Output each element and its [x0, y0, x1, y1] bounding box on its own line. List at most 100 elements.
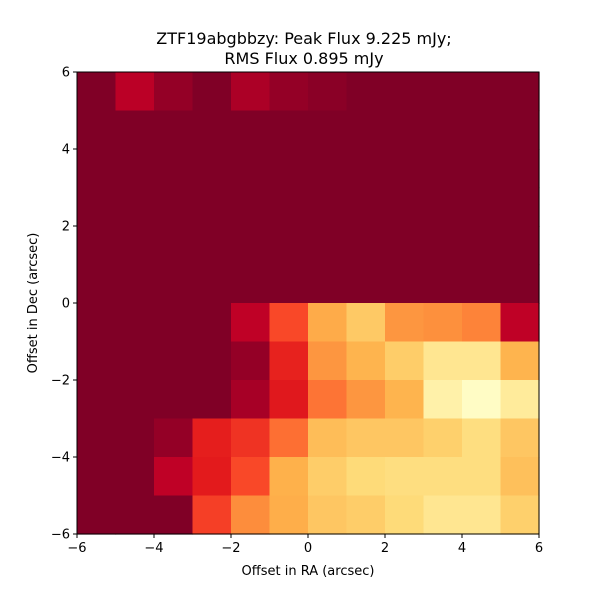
- heatmap-cell: [115, 341, 155, 381]
- heatmap-cell: [385, 110, 425, 150]
- heatmap-cell: [346, 72, 386, 112]
- heatmap-cell: [231, 264, 271, 304]
- heatmap-cell: [77, 495, 117, 535]
- heatmap-cell: [77, 418, 117, 458]
- heatmap-cell: [500, 495, 540, 535]
- heatmap-cell: [269, 457, 309, 497]
- heatmap-cell: [346, 149, 386, 189]
- heatmap-cell: [192, 264, 232, 304]
- heatmap-cell: [346, 226, 386, 266]
- heatmap-cell: [346, 187, 386, 227]
- heatmap-cell: [77, 264, 117, 304]
- heatmap-cell: [462, 495, 502, 535]
- heatmap-cell: [423, 495, 463, 535]
- heatmap-cell: [462, 457, 502, 497]
- heatmap-cell: [115, 149, 155, 189]
- heatmap-cell: [154, 110, 194, 150]
- x-tick-label: 6: [535, 541, 543, 556]
- heatmap-cell: [423, 149, 463, 189]
- heatmap-cell: [500, 110, 540, 150]
- heatmap-cell: [115, 110, 155, 150]
- heatmap-cell: [423, 226, 463, 266]
- heatmap-cell: [77, 380, 117, 420]
- heatmap-cell: [115, 457, 155, 497]
- heatmap-cell: [500, 303, 540, 343]
- heatmap-cell: [423, 457, 463, 497]
- heatmap-cell: [462, 110, 502, 150]
- heatmap-cell: [346, 418, 386, 458]
- heatmap-cell: [192, 457, 232, 497]
- heatmap-cell: [231, 457, 271, 497]
- heatmap-cell: [462, 418, 502, 458]
- heatmap-cell: [500, 226, 540, 266]
- heatmap-cell: [115, 418, 155, 458]
- heatmap-cell: [423, 418, 463, 458]
- heatmap-cell: [308, 303, 348, 343]
- heatmap-cell: [500, 457, 540, 497]
- x-tick-label: 0: [304, 541, 312, 556]
- x-tick-label: 4: [458, 541, 466, 556]
- heatmap-cell: [115, 264, 155, 304]
- heatmap-cell: [77, 226, 117, 266]
- heatmap-cell: [154, 341, 194, 381]
- heatmap-cell: [269, 72, 309, 112]
- heatmap-cell: [231, 380, 271, 420]
- heatmap-cell: [308, 72, 348, 112]
- y-tick-label: 4: [62, 143, 70, 158]
- heatmap-cell: [77, 303, 117, 343]
- heatmap-cell: [423, 380, 463, 420]
- heatmap-cell: [231, 72, 271, 112]
- heatmap-cell: [308, 457, 348, 497]
- heatmap-cell: [115, 72, 155, 112]
- heatmap-cell: [231, 187, 271, 227]
- y-tick-label: 2: [62, 220, 70, 235]
- heatmap-cell: [385, 264, 425, 304]
- y-tick-label: −4: [51, 451, 70, 466]
- heatmap-cell: [308, 226, 348, 266]
- heatmap-cell: [385, 495, 425, 535]
- heatmap-cell: [231, 226, 271, 266]
- heatmap-cell: [269, 226, 309, 266]
- heatmap-cell: [192, 380, 232, 420]
- heatmap-cell: [462, 341, 502, 381]
- x-tick-label: −2: [221, 541, 240, 556]
- heatmap-cell: [423, 187, 463, 227]
- heatmap-cell: [385, 72, 425, 112]
- heatmap-cell: [423, 110, 463, 150]
- heatmap-cell: [385, 226, 425, 266]
- heatmap-cell: [269, 303, 309, 343]
- heatmap-cell: [346, 495, 386, 535]
- heatmap-cell: [192, 149, 232, 189]
- heatmap-cell: [192, 303, 232, 343]
- heatmap-cell: [346, 264, 386, 304]
- heatmap-cell: [308, 149, 348, 189]
- heatmap-cell: [269, 264, 309, 304]
- heatmap-cell: [500, 187, 540, 227]
- heatmap-cell: [269, 380, 309, 420]
- heatmap-cells: [77, 72, 540, 535]
- heatmap-cell: [308, 187, 348, 227]
- heatmap-cell: [231, 110, 271, 150]
- y-axis-ticks: −6 −4 −2 0 2 4 6: [51, 66, 77, 543]
- heatmap-cell: [192, 418, 232, 458]
- heatmap-cell: [385, 418, 425, 458]
- heatmap-cell: [154, 72, 194, 112]
- heatmap-cell: [423, 72, 463, 112]
- heatmap-cell: [231, 341, 271, 381]
- heatmap-cell: [500, 72, 540, 112]
- heatmap-cell: [115, 226, 155, 266]
- heatmap-cell: [462, 226, 502, 266]
- heatmap-cell: [308, 418, 348, 458]
- heatmap-cell: [154, 457, 194, 497]
- heatmap-cell: [231, 149, 271, 189]
- heatmap-cell: [77, 110, 117, 150]
- heatmap-cell: [115, 380, 155, 420]
- heatmap-cell: [154, 380, 194, 420]
- heatmap-cell: [77, 341, 117, 381]
- heatmap-cell: [192, 226, 232, 266]
- heatmap-cell: [346, 457, 386, 497]
- heatmap-cell: [385, 457, 425, 497]
- heatmap-cell: [269, 187, 309, 227]
- heatmap-cell: [346, 341, 386, 381]
